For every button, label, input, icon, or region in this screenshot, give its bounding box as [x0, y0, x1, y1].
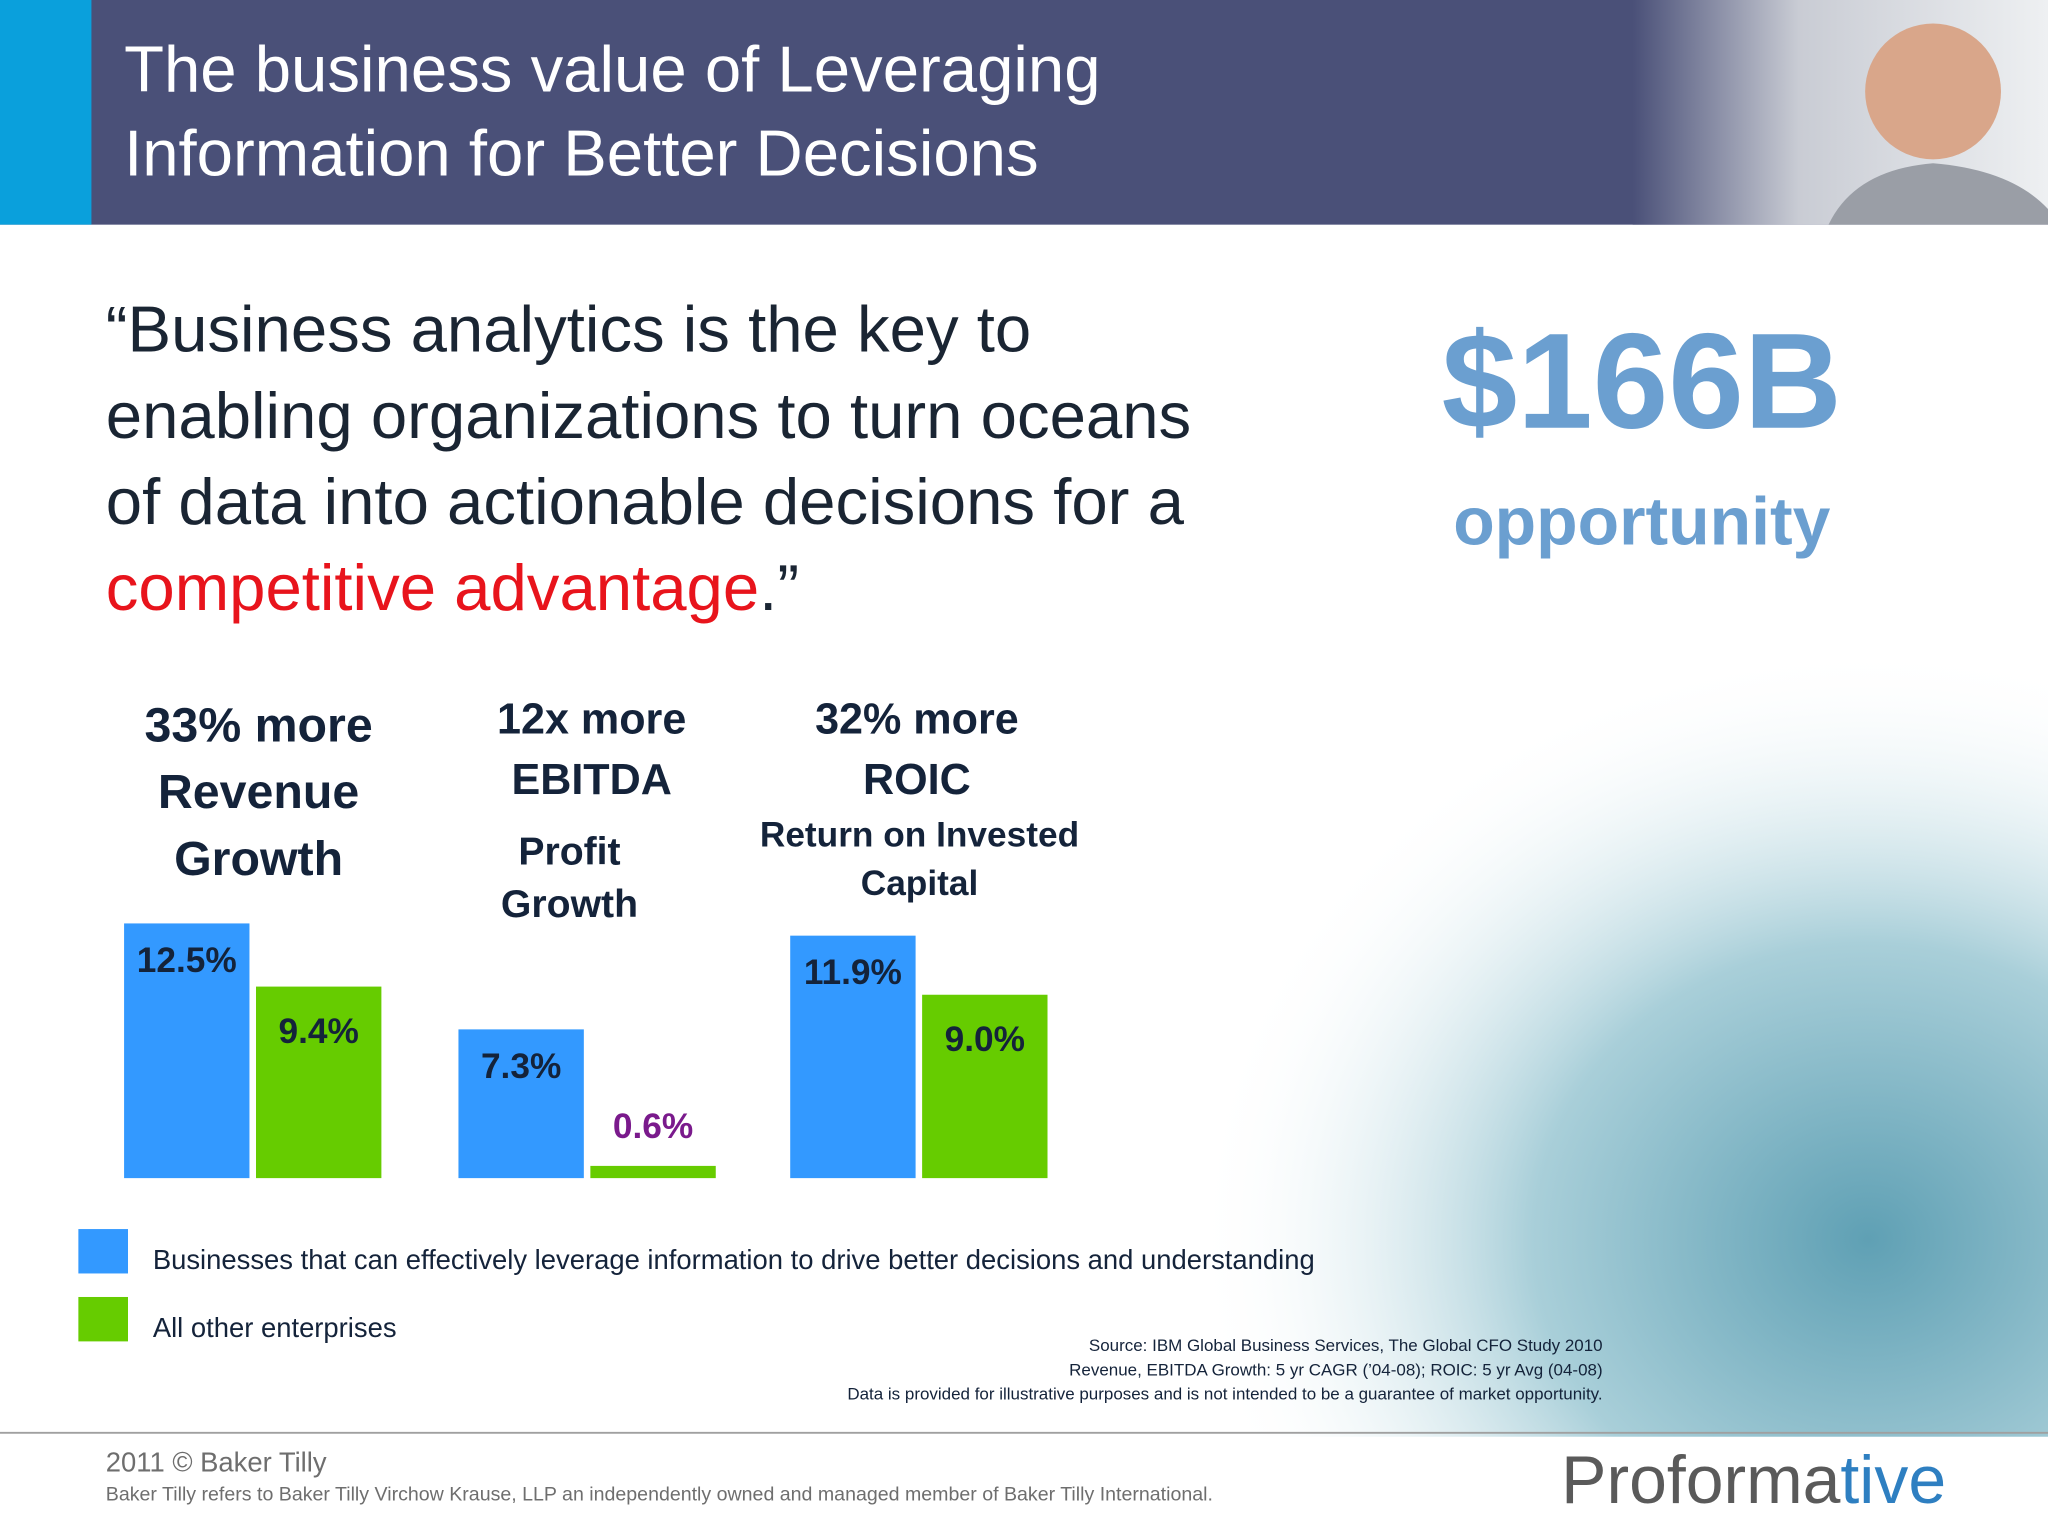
value-label: 7.3%	[481, 1047, 561, 1086]
logo: Proformative	[1561, 1443, 1946, 1518]
header-photo-suit	[1828, 163, 2048, 225]
quote-line: “Business analytics is the key to	[106, 293, 1031, 366]
chart-title: Growth	[174, 832, 343, 886]
chart-title: 32% more	[815, 696, 1019, 744]
quote-line: competitive advantage.”	[106, 551, 799, 624]
callout-value: $166B	[1442, 305, 1842, 457]
callout-label: opportunity	[1453, 484, 1830, 559]
value-label: 11.9%	[804, 953, 902, 992]
footer-copyright: 2011 © Baker Tilly	[106, 1446, 327, 1477]
quote-end: .”	[759, 551, 799, 624]
bar	[922, 994, 1048, 1179]
quote-line: of data into actionable decisions for a	[106, 465, 1185, 538]
header-title: The business value of Leveraging	[124, 33, 1100, 106]
source: Source: IBM Global Business Services, Th…	[847, 1336, 1602, 1403]
chart-title: 12x more	[497, 696, 686, 744]
chart-subtitle: Profit	[518, 831, 620, 874]
decorative-image	[1149, 646, 2048, 1437]
header-stripe	[0, 0, 92, 225]
source-line: Source: IBM Global Business Services, Th…	[1089, 1336, 1603, 1355]
header-title: Information for Better Decisions	[124, 116, 1039, 189]
value-label: 9.0%	[945, 1020, 1025, 1059]
legend-label: All other enterprises	[153, 1312, 397, 1343]
bar	[590, 1165, 716, 1179]
chart-title: ROIC	[863, 756, 971, 804]
chart-subtitle: Return on Invested	[760, 816, 1079, 855]
source-line: Data is provided for illustrative purpos…	[847, 1384, 1602, 1403]
legend-swatch	[78, 1296, 128, 1342]
bar	[790, 935, 916, 1179]
value-label: 0.6%	[613, 1107, 693, 1146]
chart-title: Revenue	[158, 765, 359, 819]
chart-title: EBITDA	[511, 756, 671, 804]
chart: 33% more Revenue Growth 12.5% 9.4% 12x more EB…	[78, 696, 1315, 1343]
footer-disclaimer: Baker Tilly refers to Baker Tilly Vircho…	[106, 1484, 1213, 1506]
quote-highlight: competitive advantage	[106, 551, 759, 624]
quote-line: enabling organizations to turn oceans	[106, 379, 1191, 452]
source-line: Revenue, EBITDA Growth: 5 yr CAGR (’04-0…	[1069, 1360, 1602, 1379]
header-photo-face	[1865, 23, 2001, 160]
chart-title: 33% more	[144, 699, 372, 753]
logo-part: Proforma	[1561, 1443, 1840, 1518]
chart-subtitle: Capital	[861, 864, 979, 903]
value-label: 12.5%	[137, 941, 237, 980]
logo-part: tive	[1840, 1443, 1946, 1518]
bar	[458, 1029, 584, 1179]
legend-label: Businesses that can effectively leverage…	[153, 1244, 1315, 1275]
value-label: 9.4%	[279, 1012, 359, 1051]
chart-subtitle: Growth	[501, 883, 638, 926]
legend-swatch	[78, 1229, 128, 1274]
bar	[124, 923, 250, 1179]
bar	[256, 986, 382, 1179]
